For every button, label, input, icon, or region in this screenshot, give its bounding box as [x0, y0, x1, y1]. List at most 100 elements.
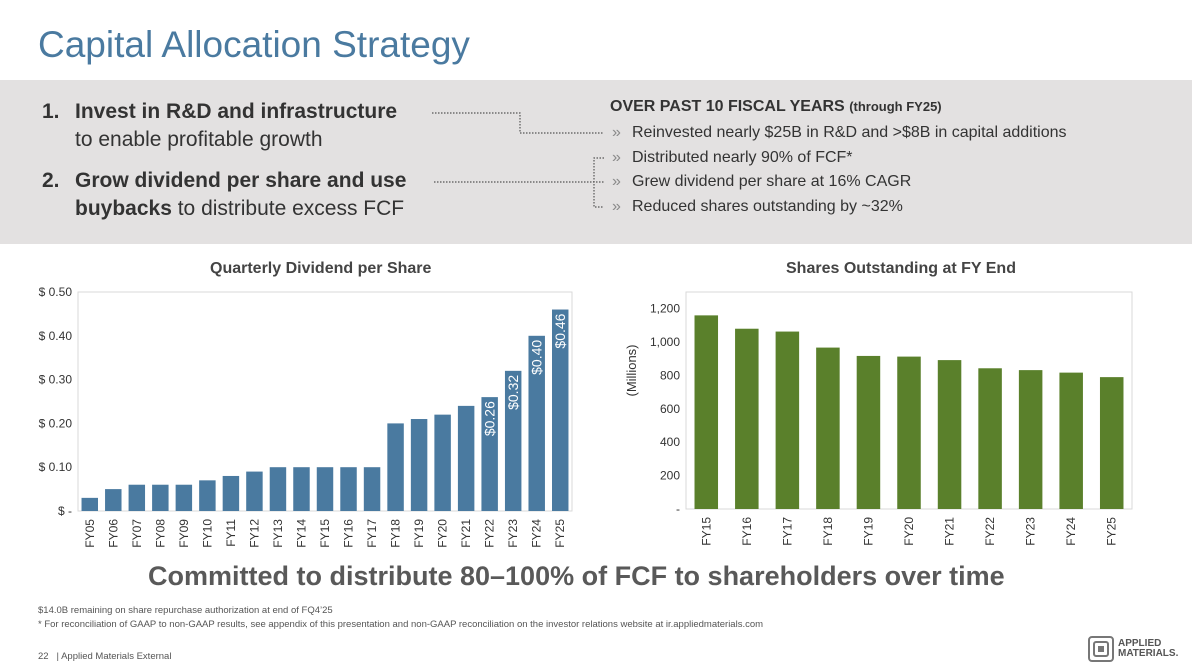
- over-bullet-2: » Distributed nearly 90% of FCF*: [612, 149, 853, 167]
- dividend-chart-title: Quarterly Dividend per Share: [210, 260, 432, 277]
- dividend-bar-fy06: [105, 489, 122, 511]
- shares-ylabel: (Millions): [624, 345, 639, 397]
- over-heading: OVER PAST 10 FISCAL YEARS (through FY25): [610, 98, 942, 116]
- dividend-bar-fy16: [340, 467, 357, 511]
- strategy-2-title: Grow dividend per share and use: [75, 169, 407, 192]
- strategy-2-text: to distribute excess FCF: [171, 197, 405, 220]
- shares-ytick-label: 1,000: [650, 335, 680, 349]
- applied-materials-logo: APPLIED MATERIALS.: [1088, 636, 1178, 662]
- shares-bar-fy20: [897, 356, 921, 509]
- dividend-xtick-fy20: FY20: [436, 519, 450, 548]
- dividend-xtick-fy08: FY08: [153, 519, 167, 548]
- shares-xtick-fy15: FY15: [699, 517, 713, 546]
- dividend-xtick-fy06: FY06: [106, 519, 120, 548]
- strategy-2: 2. Grow dividend per share and use buyba…: [42, 167, 406, 223]
- over-bullet-4-text: Reduced shares outstanding by ~32%: [632, 198, 903, 215]
- dividend-bar-fy07: [128, 484, 146, 511]
- dividend-bar-fy19: [410, 419, 428, 511]
- shares-bar-fy22: [978, 368, 1002, 509]
- shares-ytick-label: 1,200: [650, 302, 680, 316]
- dividend-xtick-fy24: FY24: [530, 519, 544, 548]
- shares-xtick-fy19: FY19: [861, 517, 875, 546]
- dividend-xtick-fy09: FY09: [177, 519, 191, 548]
- dividend-xtick-fy05: FY05: [83, 519, 97, 548]
- footnote-2: * For reconciliation of GAAP to non-GAAP…: [38, 619, 764, 630]
- tagline: Committed to distribute 80–100% of FCF t…: [148, 561, 1005, 591]
- dividend-bar-fy09: [175, 484, 193, 511]
- page-title: Capital Allocation Strategy: [38, 24, 470, 65]
- chevron-icon: »: [612, 198, 621, 215]
- shares-ytick-label: 600: [660, 402, 680, 416]
- shares-xtick-fy22: FY22: [983, 517, 997, 546]
- dividend-bar-fy20: [434, 414, 451, 511]
- shares-ytick-label: -: [676, 502, 680, 516]
- chevron-icon: »: [612, 124, 621, 141]
- logo-line1: APPLIED: [1118, 638, 1162, 649]
- shares-xtick-fy18: FY18: [821, 517, 835, 546]
- over-bullet-3: » Grew dividend per share at 16% CAGR: [612, 173, 911, 191]
- strategy-2-title-cont: buybacks: [75, 197, 172, 220]
- shares-bar-fy16: [735, 328, 759, 509]
- shares-xtick-fy25: FY25: [1105, 517, 1119, 546]
- over-bullet-2-text: Distributed nearly 90% of FCF*: [632, 149, 853, 166]
- dividend-bar-fy22: [481, 397, 498, 511]
- page-label: | Applied Materials External: [56, 651, 172, 662]
- dividend-xtick-fy18: FY18: [389, 519, 403, 548]
- shares-xtick-fy24: FY24: [1064, 517, 1078, 546]
- page-number: 22: [38, 651, 49, 662]
- dividend-xtick-fy14: FY14: [294, 519, 308, 548]
- dividend-ytick-label: $ 0.20: [39, 416, 73, 430]
- dividend-xtick-fy07: FY07: [130, 519, 144, 548]
- dividend-xtick-fy19: FY19: [412, 519, 426, 548]
- dividend-bar-fy18: [387, 423, 404, 511]
- over-heading-text: OVER PAST 10 FISCAL YEARS: [610, 98, 845, 115]
- dividend-bar-fy13: [269, 467, 287, 511]
- strategy-1-number: 1.: [42, 100, 60, 123]
- dividend-bar-fy24: [528, 335, 545, 511]
- dividend-xtick-fy17: FY17: [365, 519, 379, 548]
- shares-bar-fy25: [1099, 377, 1124, 509]
- dividend-ytick-label: $ -: [58, 504, 72, 518]
- chevron-icon: »: [612, 173, 621, 190]
- dividend-bar-fy08: [152, 484, 169, 511]
- shares-chart-title: Shares Outstanding at FY End: [786, 260, 1016, 277]
- dividend-bar-fy10: [199, 480, 216, 511]
- dividend-bar-fy11: [222, 475, 240, 511]
- dividend-bar-fy23: [504, 370, 522, 511]
- shares-bar-fy18: [816, 347, 840, 509]
- strategy-band: [0, 80, 1192, 244]
- over-bullet-3-text: Grew dividend per share at 16% CAGR: [632, 173, 912, 190]
- strategy-1-text: to enable profitable growth: [75, 128, 323, 151]
- dividend-xtick-fy16: FY16: [342, 519, 356, 548]
- shares-xtick-fy17: FY17: [780, 517, 794, 546]
- dividend-xtick-fy23: FY23: [506, 519, 520, 548]
- shares-ytick-label: 800: [660, 368, 680, 382]
- shares-bar-fy23: [1018, 370, 1043, 509]
- shares-xtick-fy23: FY23: [1024, 517, 1038, 546]
- page-footer: 22 | Applied Materials External: [38, 651, 171, 662]
- dividend-bar-fy17: [363, 467, 381, 511]
- shares-ytick-label: 200: [660, 469, 680, 483]
- dividend-ytick-label: $ 0.10: [39, 460, 73, 474]
- dividend-bar-fy14: [293, 467, 310, 511]
- over-bullet-4: » Reduced shares outstanding by ~32%: [612, 198, 903, 216]
- dividend-bar-fy25: [552, 309, 569, 511]
- shares-bar-fy21: [937, 360, 962, 509]
- chevron-icon: »: [612, 149, 621, 166]
- dividend-data-label-fy22: $0.26: [482, 401, 498, 436]
- over-heading-sub: (through FY25): [849, 99, 942, 114]
- dividend-xtick-fy22: FY22: [483, 519, 497, 548]
- dividend-data-label-fy24: $0.40: [529, 340, 545, 375]
- logo-text: APPLIED MATERIALS.: [1118, 639, 1178, 659]
- over-bullet-1: » Reinvested nearly $25B in R&D and >$8B …: [612, 124, 1067, 142]
- dividend-bar-fy15: [316, 467, 334, 511]
- shares-ytick-label: 400: [660, 435, 680, 449]
- shares-bar-fy24: [1059, 372, 1083, 509]
- logo-icon: [1088, 636, 1114, 662]
- connector-2-bracket: [593, 157, 604, 208]
- dividend-xtick-fy25: FY25: [553, 519, 567, 548]
- strategy-2-number: 2.: [42, 169, 60, 192]
- strategy-1-title: Invest in R&D and infrastructure: [75, 100, 398, 123]
